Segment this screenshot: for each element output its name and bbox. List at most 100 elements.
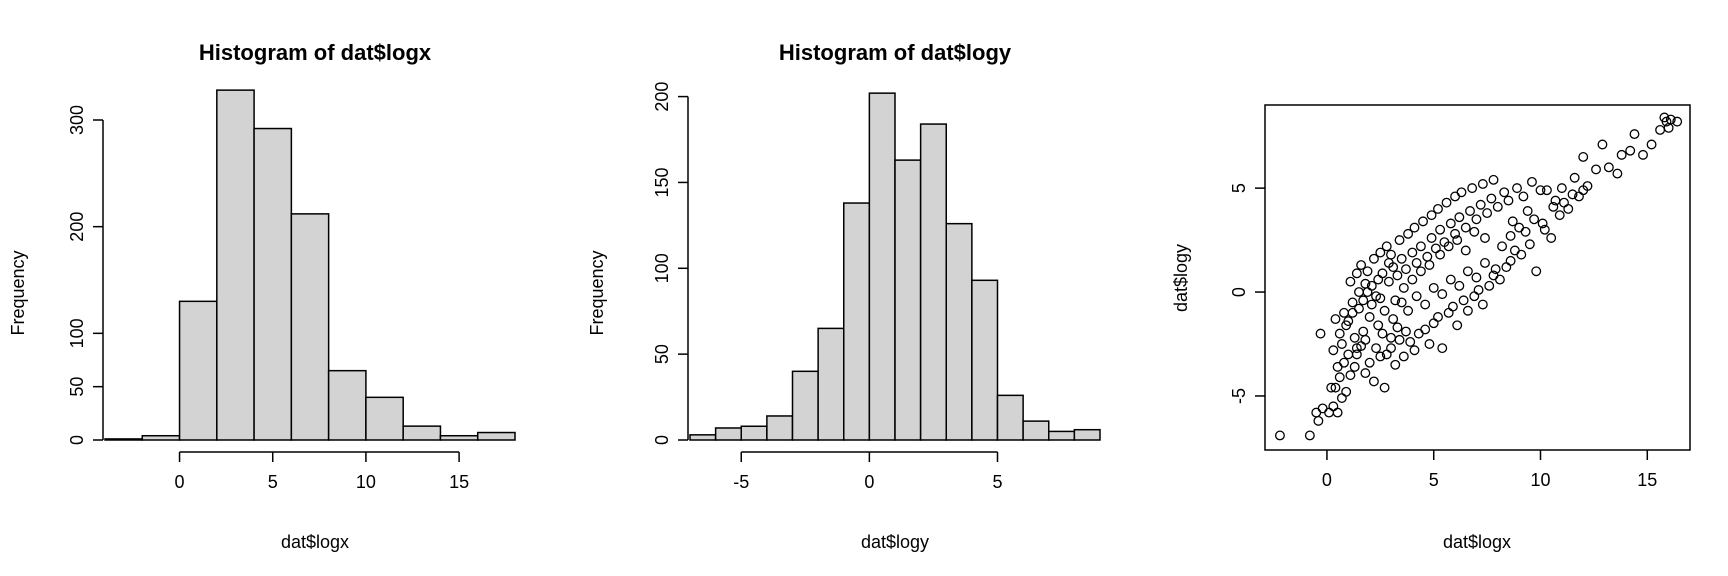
scatter-point	[1462, 266, 1473, 277]
scatter-point	[1443, 241, 1454, 252]
scatter-point	[1501, 262, 1512, 273]
scatter-point	[1612, 168, 1623, 179]
scatter-point	[1405, 336, 1416, 347]
x-tick-label: 5	[992, 472, 1002, 492]
scatter-point	[1516, 249, 1527, 260]
scatter-point	[1497, 241, 1508, 252]
scatter-point	[1484, 280, 1495, 291]
scatter-panel: dat$logx dat$logy 0 5 10 15 -5 0 5	[1171, 104, 1691, 552]
scatter-point	[1616, 149, 1627, 160]
x-tick-label: 5	[1429, 470, 1439, 490]
scatter-point	[1522, 206, 1533, 216]
scatter-point	[1415, 241, 1426, 252]
y-tick-label: 0	[1229, 287, 1249, 297]
scatter-point	[1332, 407, 1343, 418]
histogram-bar	[327, 369, 367, 441]
scatter-point	[1330, 314, 1341, 325]
scatter-point	[1512, 183, 1522, 194]
x-tick-label: 10	[1530, 470, 1550, 490]
scatter-point	[1507, 216, 1518, 227]
scatter-point	[1655, 124, 1666, 135]
scatter-point	[1445, 274, 1456, 285]
scatter-point	[1403, 305, 1414, 316]
scatter-point	[1330, 382, 1341, 393]
scatter-point	[1336, 339, 1347, 349]
histogram-bar	[945, 222, 973, 441]
scatter-point	[1392, 270, 1403, 281]
x-tick-label: -5	[733, 472, 749, 492]
scatter-point	[1537, 218, 1548, 229]
scatter-point	[1603, 162, 1614, 173]
scatter-point	[1597, 139, 1608, 150]
histogram-bar	[178, 300, 218, 441]
scatter-point	[1486, 193, 1497, 204]
scatter-point	[1339, 357, 1349, 368]
histogram-bar	[365, 396, 404, 441]
scatter-point	[1591, 164, 1601, 175]
histogram-bar	[843, 202, 871, 441]
scatter-point	[1509, 245, 1520, 256]
scatter-point	[1373, 274, 1384, 285]
y-tick-label: 200	[652, 82, 672, 112]
scatter-point	[1317, 403, 1328, 414]
chart-title: Histogram of dat$logy	[779, 40, 1012, 65]
scatter-point	[1426, 233, 1437, 243]
scatter-point	[1435, 249, 1446, 260]
scatter-point	[1447, 301, 1458, 312]
scatter-point	[1531, 266, 1542, 277]
scatter-point	[1475, 199, 1486, 210]
scatter-point	[1422, 251, 1433, 262]
scatter-point	[1358, 295, 1369, 306]
histogram-bar	[439, 434, 479, 441]
scatter-point	[1471, 214, 1482, 225]
scatter-point	[1396, 297, 1407, 308]
scatter-point	[1381, 241, 1392, 252]
scatter-point	[1362, 287, 1373, 297]
x-tick-label: 0	[1322, 470, 1332, 490]
scatter-point	[1386, 332, 1396, 343]
scatter-point	[1360, 278, 1371, 289]
scatter-point	[1304, 430, 1315, 441]
y-axis-label: Frequency	[587, 250, 607, 335]
histogram-bar	[791, 370, 819, 441]
histogram-bar	[104, 438, 144, 441]
scatter-point	[1392, 322, 1403, 333]
scatter-point	[1563, 203, 1574, 214]
y-tick-label: 100	[67, 318, 87, 348]
scatter-point	[1398, 282, 1409, 293]
scatter-point	[1351, 268, 1362, 279]
x-tick-label: 15	[449, 472, 469, 492]
scatter-point	[1443, 307, 1454, 318]
histogram-bar	[766, 415, 794, 441]
scatter-point	[1394, 235, 1405, 246]
histogram-bar	[740, 425, 768, 441]
scatter-point	[1499, 187, 1510, 198]
histogram-bar	[1073, 428, 1101, 441]
scatter-point	[1445, 218, 1456, 229]
scatter-point	[1482, 208, 1493, 219]
scatter-point	[1494, 274, 1505, 285]
scatter-point	[1659, 112, 1670, 123]
scatter-point	[1454, 280, 1465, 291]
chart-title: Histogram of dat$logx	[199, 40, 432, 65]
scatter-point	[1546, 233, 1557, 243]
scatter-point	[1638, 149, 1648, 160]
scatter-point	[1403, 228, 1414, 239]
scatter-point	[1529, 214, 1540, 225]
scatter-point	[1452, 235, 1463, 246]
x-axis-label: dat$logy	[861, 532, 929, 552]
y-tick-label: 150	[652, 167, 672, 197]
scatter-point	[1672, 116, 1683, 127]
scatter-point	[1535, 185, 1546, 196]
scatter-point	[1462, 305, 1473, 316]
scatter-point	[1518, 191, 1529, 202]
scatter-point	[1351, 343, 1362, 354]
scatter-point	[1458, 295, 1469, 306]
scatter-point	[1354, 287, 1364, 297]
scatter-point	[1435, 224, 1446, 235]
scatter-point	[1386, 249, 1396, 260]
scatter-point	[1471, 272, 1482, 283]
scatter-point	[1503, 195, 1514, 206]
scatter-point	[1409, 345, 1420, 356]
scatter-point	[1407, 274, 1418, 285]
